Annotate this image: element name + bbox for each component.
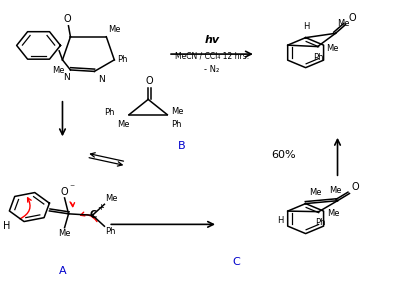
Text: Me: Me — [310, 188, 322, 197]
Text: Me: Me — [328, 209, 340, 218]
FancyArrowPatch shape — [70, 202, 74, 206]
Text: 60%: 60% — [271, 150, 296, 160]
Text: Ph: Ph — [316, 218, 326, 227]
Text: H: H — [303, 22, 310, 31]
Text: ⁻: ⁻ — [69, 183, 74, 193]
Text: O: O — [61, 186, 68, 197]
Text: N: N — [63, 73, 70, 82]
Text: Me: Me — [117, 120, 129, 129]
Text: +: + — [97, 203, 104, 212]
Text: Ph: Ph — [118, 55, 128, 64]
Text: Me: Me — [329, 186, 342, 195]
Text: Me: Me — [106, 194, 118, 203]
Text: B: B — [178, 142, 186, 151]
Text: O: O — [64, 14, 72, 24]
Text: Me: Me — [108, 25, 121, 34]
Text: C: C — [232, 257, 240, 267]
Text: hv: hv — [204, 35, 220, 46]
Text: Ph: Ph — [313, 53, 324, 62]
Text: C: C — [90, 210, 97, 220]
Text: Me: Me — [52, 66, 65, 75]
Text: O: O — [146, 76, 153, 86]
Text: Me: Me — [338, 19, 350, 28]
Text: N: N — [98, 75, 105, 84]
Text: MeCN / CCl₄ 12 hrs.: MeCN / CCl₄ 12 hrs. — [175, 51, 249, 60]
Text: O: O — [348, 13, 356, 23]
Text: Me: Me — [326, 44, 339, 53]
FancyArrowPatch shape — [80, 212, 97, 222]
FancyArrowPatch shape — [20, 198, 31, 219]
Text: Ph: Ph — [104, 108, 115, 117]
Text: Me: Me — [171, 107, 184, 116]
Text: Ph: Ph — [171, 120, 182, 129]
Text: H: H — [3, 221, 11, 231]
Text: O: O — [352, 182, 359, 192]
Text: A: A — [59, 266, 66, 275]
Text: - N₂: - N₂ — [204, 65, 220, 74]
Text: H: H — [277, 216, 284, 225]
Text: Me: Me — [58, 229, 71, 238]
Text: Ph: Ph — [106, 227, 116, 236]
